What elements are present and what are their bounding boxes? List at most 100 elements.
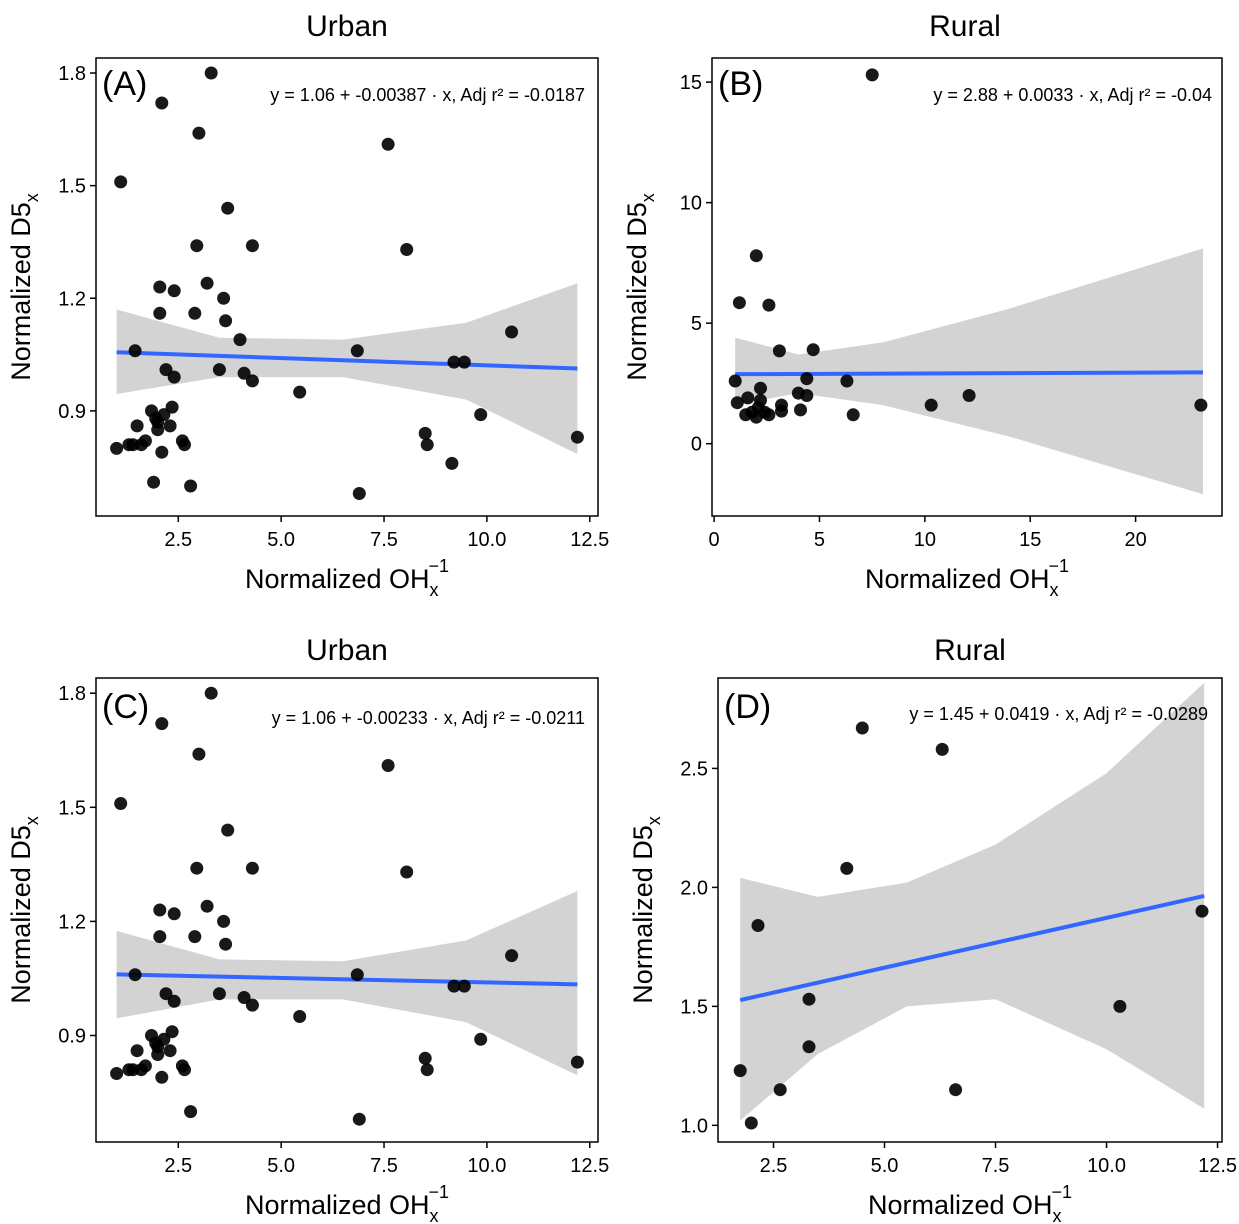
data-point (245, 998, 259, 1012)
fit-line (116, 350, 578, 371)
panel-title: Urban (306, 634, 388, 667)
panel-letter: (A) (102, 65, 147, 103)
x-axis-label: Normalized OHx−1 (245, 556, 449, 600)
data-point (192, 747, 206, 761)
plot-frame (95, 57, 599, 517)
data-point (457, 355, 471, 369)
data-point (237, 991, 251, 1004)
data-point (157, 1032, 171, 1046)
data-point (400, 243, 414, 256)
confidence-band (116, 283, 578, 455)
data-point (233, 333, 247, 347)
data-point (153, 306, 167, 320)
data-point (110, 441, 124, 455)
y-tick-label: 1.2 (58, 288, 86, 310)
data-point (418, 1051, 432, 1065)
y-axis-label: Normalized D5x (622, 193, 658, 381)
data-point (130, 1044, 144, 1058)
x-tick-label: 0 (709, 529, 720, 551)
y-axis-label: Normalized D5x (6, 816, 42, 1004)
x-axis-label: Normalized OHx−1 (868, 1182, 1072, 1224)
data-point (570, 1055, 584, 1069)
data-point (147, 475, 161, 489)
panel-title: Urban (306, 10, 388, 43)
data-point (155, 445, 169, 459)
data-point (352, 487, 366, 500)
x-tick-label: 2.5 (760, 1155, 788, 1177)
data-point (138, 434, 152, 448)
data-point (772, 344, 786, 358)
x-tick-label: 7.5 (370, 529, 398, 551)
plot-frame (95, 677, 599, 1143)
data-point (846, 408, 860, 422)
y-tick-label: 1.5 (58, 176, 86, 198)
data-point (447, 355, 461, 369)
panel-letter: (D) (724, 688, 771, 726)
data-point (188, 930, 202, 944)
data-point (949, 1083, 963, 1097)
data-point (420, 438, 434, 452)
data-point (802, 992, 816, 1006)
data-point (212, 987, 226, 1001)
x-tick-label: 5.0 (267, 1155, 295, 1177)
data-point (570, 430, 584, 444)
data-point (935, 742, 949, 756)
data-point (749, 249, 763, 263)
data-point (744, 1116, 758, 1130)
data-point (474, 1032, 488, 1046)
data-point (163, 419, 177, 433)
data-point (217, 914, 231, 928)
data-point (245, 239, 259, 253)
y-tick-label: 1.5 (58, 797, 86, 819)
x-tick-label: 12.5 (1198, 1155, 1237, 1177)
y-tick-label: 1.0 (680, 1115, 708, 1137)
y-tick-label: 1.2 (58, 911, 86, 933)
data-point (165, 1025, 179, 1039)
data-point (762, 298, 776, 312)
fit-line (739, 893, 1205, 1003)
data-point (741, 391, 755, 405)
data-point (217, 291, 231, 305)
y-tick-label: 2.5 (680, 758, 708, 780)
data-point (762, 408, 776, 422)
data-point (167, 994, 181, 1008)
fit-line (116, 972, 578, 987)
data-point (962, 389, 976, 402)
panel-title: Rural (929, 10, 1001, 43)
data-point (293, 385, 307, 399)
y-axis-label: Normalized D5x (628, 816, 664, 1004)
data-point (754, 393, 767, 407)
y-tick-label: 0.9 (58, 401, 86, 423)
data-point (128, 344, 142, 358)
data-point (800, 389, 814, 402)
data-point (1195, 904, 1209, 918)
regression-equation: y = 1.06 + -0.00387 · x, Adj r² = -0.018… (270, 85, 585, 105)
data-point (245, 374, 259, 388)
panel-letter: (B) (718, 65, 763, 103)
y-tick-label: 2.0 (680, 877, 708, 899)
panel-d: Rural 2.5 5.0 7.5 10.0 12.5 1.0 1.5 2.0 2.5 (D) y =… (628, 634, 1237, 1224)
data-point (924, 398, 938, 412)
data-point (212, 363, 226, 377)
confidence-band (116, 891, 578, 1076)
x-tick-label: 7.5 (982, 1155, 1010, 1177)
data-point (732, 296, 746, 310)
data-point (221, 823, 235, 837)
data-point (159, 363, 173, 377)
data-point (381, 759, 395, 772)
data-point (188, 306, 202, 320)
data-point (190, 239, 204, 253)
regression-equation: y = 1.06 + -0.00233 · x, Adj r² = -0.021… (272, 708, 585, 728)
data-point (167, 370, 181, 384)
data-point (733, 1064, 747, 1078)
data-point (802, 1040, 816, 1054)
data-point (110, 1067, 124, 1080)
data-point (200, 899, 214, 913)
data-point (381, 137, 395, 151)
data-point (445, 456, 459, 470)
data-point (400, 865, 414, 879)
data-point (775, 404, 788, 418)
data-point (447, 979, 461, 993)
x-tick-label: 7.5 (370, 1155, 398, 1177)
